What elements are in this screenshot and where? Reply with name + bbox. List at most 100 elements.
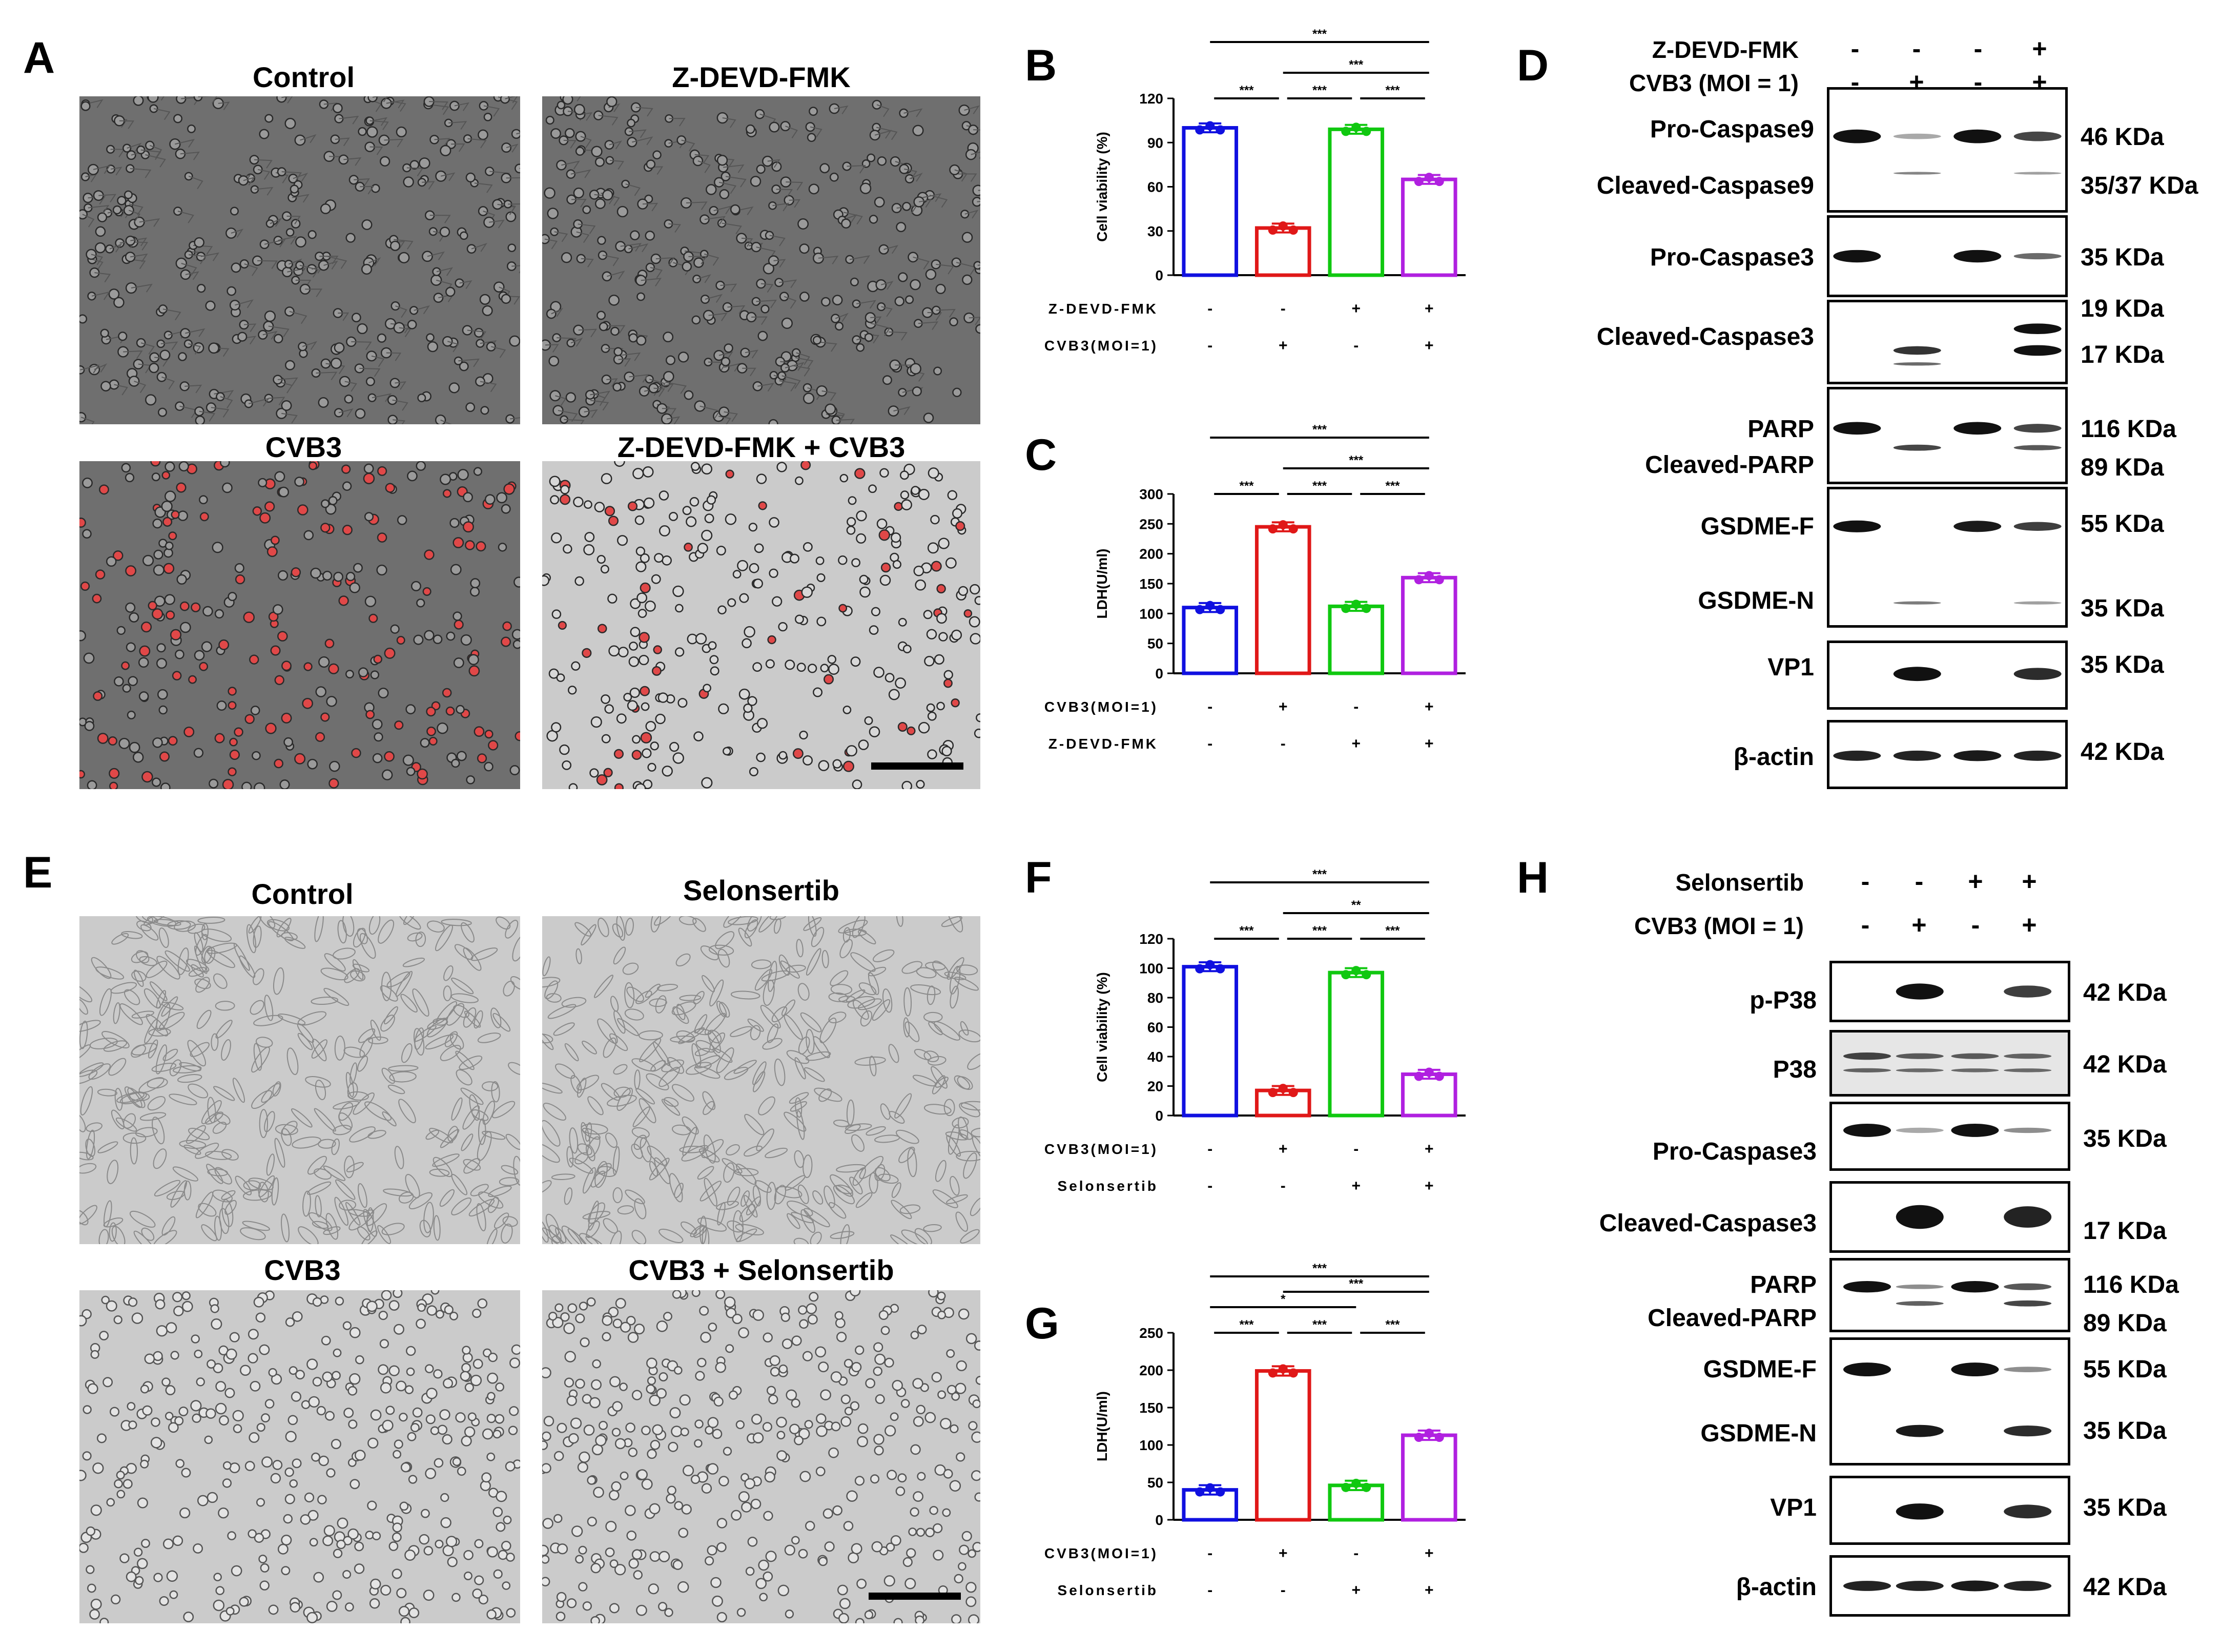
treatment-sign: + bbox=[1425, 1582, 1434, 1599]
y-tick-label: 20 bbox=[1147, 1079, 1163, 1095]
treatment-sign: + bbox=[1425, 735, 1434, 752]
treatment-label: CVB3(MOI=1) bbox=[1044, 338, 1158, 354]
protein-band bbox=[2013, 601, 2062, 605]
molecular-weight-label: 35 KDa bbox=[2081, 595, 2164, 622]
treatment-sign: + bbox=[1279, 1141, 1288, 1158]
treatment-sign: + bbox=[1911, 911, 1927, 939]
protein-band bbox=[2013, 424, 2062, 433]
data-point bbox=[1268, 1088, 1278, 1098]
data-point bbox=[1216, 125, 1225, 135]
y-axis-label: Cell viability (%) bbox=[1094, 972, 1110, 1082]
protein-band bbox=[1843, 1581, 1891, 1591]
data-point bbox=[1268, 524, 1278, 534]
y-tick-label: 50 bbox=[1147, 636, 1163, 652]
data-point bbox=[1362, 970, 1371, 980]
data-point bbox=[1414, 575, 1424, 585]
protein-band bbox=[1893, 750, 1941, 761]
significance-label: *** bbox=[1239, 1318, 1254, 1332]
treatment-sign: - bbox=[1207, 1582, 1212, 1599]
data-point bbox=[1414, 177, 1424, 187]
y-tick-label: 250 bbox=[1139, 516, 1163, 532]
data-point bbox=[1362, 604, 1371, 613]
protein-label: GSDME-N bbox=[1698, 587, 1814, 614]
molecular-weight-label: 35/37 KDa bbox=[2081, 172, 2198, 199]
panel-label-d: D bbox=[1517, 41, 1549, 90]
bar bbox=[1182, 965, 1239, 1118]
data-point bbox=[1362, 127, 1371, 136]
significance-label: *** bbox=[1239, 924, 1254, 938]
protein-band bbox=[2004, 1367, 2052, 1372]
protein-band bbox=[2013, 323, 2062, 334]
protein-label: Pro-Caspase3 bbox=[1650, 244, 1814, 271]
molecular-weight-label: 35 KDa bbox=[2083, 1417, 2167, 1444]
treatment-sign: - bbox=[1850, 34, 1860, 63]
blot-strip bbox=[1827, 720, 2068, 789]
protein-band bbox=[1951, 1362, 1999, 1377]
treatment-label: CVB3 (MOI = 1) bbox=[1634, 913, 1804, 939]
treatment-label: CVB3(MOI=1) bbox=[1044, 1545, 1158, 1561]
treatment-sign: - bbox=[1861, 867, 1870, 896]
data-point bbox=[1205, 601, 1215, 610]
significance-label: *** bbox=[1312, 924, 1327, 938]
y-tick-label: 30 bbox=[1147, 223, 1163, 239]
data-point bbox=[1414, 1071, 1424, 1081]
bar-chart-f: Cell viability (%) 0 20 40 60 80 100 120 *** *** *… bbox=[1044, 861, 1476, 1214]
treatment-sign: - bbox=[1207, 1178, 1212, 1194]
micrograph-title: CVB3 bbox=[264, 1254, 341, 1286]
treatment-sign: - bbox=[1353, 698, 1359, 715]
y-tick-label: 90 bbox=[1147, 135, 1163, 151]
blot-strip bbox=[1829, 1181, 2070, 1253]
y-axis-label: LDH(U/ml) bbox=[1094, 549, 1110, 619]
blot-strip bbox=[1827, 487, 2068, 628]
protein-label: GSDME-F bbox=[1700, 513, 1814, 540]
blot-strip bbox=[1829, 1030, 2070, 1097]
y-tick-label: 0 bbox=[1155, 1512, 1163, 1528]
data-point bbox=[1288, 1088, 1298, 1098]
treatment-sign: + bbox=[1279, 337, 1288, 354]
protein-band bbox=[1953, 750, 2002, 761]
significance-label: *** bbox=[1312, 479, 1327, 493]
protein-band bbox=[1896, 1068, 1944, 1072]
treatment-label: Selonsertib bbox=[1058, 1582, 1158, 1598]
significance-label: *** bbox=[1349, 1277, 1364, 1291]
protein-label: GSDME-N bbox=[1700, 1420, 1817, 1447]
protein-band bbox=[1843, 1068, 1891, 1072]
data-point bbox=[1195, 964, 1205, 974]
y-tick-label: 300 bbox=[1139, 486, 1163, 502]
y-tick-label: 100 bbox=[1139, 961, 1163, 977]
molecular-weight-label: 46 KDa bbox=[2081, 123, 2164, 151]
molecular-weight-label: 35 KDa bbox=[2081, 244, 2164, 271]
significance-label: * bbox=[1281, 1292, 1286, 1306]
molecular-weight-label: 17 KDa bbox=[2081, 341, 2164, 368]
protein-band bbox=[1833, 422, 1881, 435]
protein-band bbox=[2004, 1127, 2052, 1133]
protein-label: Cleaved-Caspase9 bbox=[1596, 172, 1814, 199]
treatment-label: Selonsertib bbox=[1058, 1178, 1158, 1194]
protein-band bbox=[1896, 1503, 1944, 1520]
y-tick-label: 0 bbox=[1155, 1108, 1163, 1124]
micrograph-image bbox=[542, 1290, 980, 1623]
protein-label: VP1 bbox=[1767, 654, 1814, 681]
protein-band bbox=[1896, 1301, 1944, 1306]
protein-band bbox=[1843, 1123, 1891, 1137]
bar bbox=[1182, 126, 1239, 277]
treatment-sign: + bbox=[1351, 1178, 1361, 1194]
y-tick-label: 60 bbox=[1147, 179, 1163, 195]
micrograph-image bbox=[79, 916, 520, 1244]
y-tick-label: 50 bbox=[1147, 1475, 1163, 1491]
data-point bbox=[1288, 1368, 1298, 1378]
y-tick-label: 0 bbox=[1155, 666, 1163, 682]
y-tick-label: 200 bbox=[1139, 546, 1163, 562]
protein-band bbox=[1951, 1053, 1999, 1059]
protein-band bbox=[1951, 1068, 1999, 1072]
protein-band bbox=[1951, 1281, 1999, 1293]
data-point bbox=[1424, 1067, 1434, 1077]
protein-label: p-P38 bbox=[1750, 987, 1817, 1014]
treatment-sign: - bbox=[1861, 911, 1870, 939]
protein-label: Cleaved-PARP bbox=[1645, 451, 1814, 479]
y-tick-label: 150 bbox=[1139, 576, 1163, 592]
protein-band bbox=[1951, 1123, 1999, 1137]
protein-label: Cleaved-Caspase3 bbox=[1599, 1210, 1817, 1237]
treatment-sign: + bbox=[1279, 698, 1288, 715]
y-tick-label: 120 bbox=[1139, 91, 1163, 107]
